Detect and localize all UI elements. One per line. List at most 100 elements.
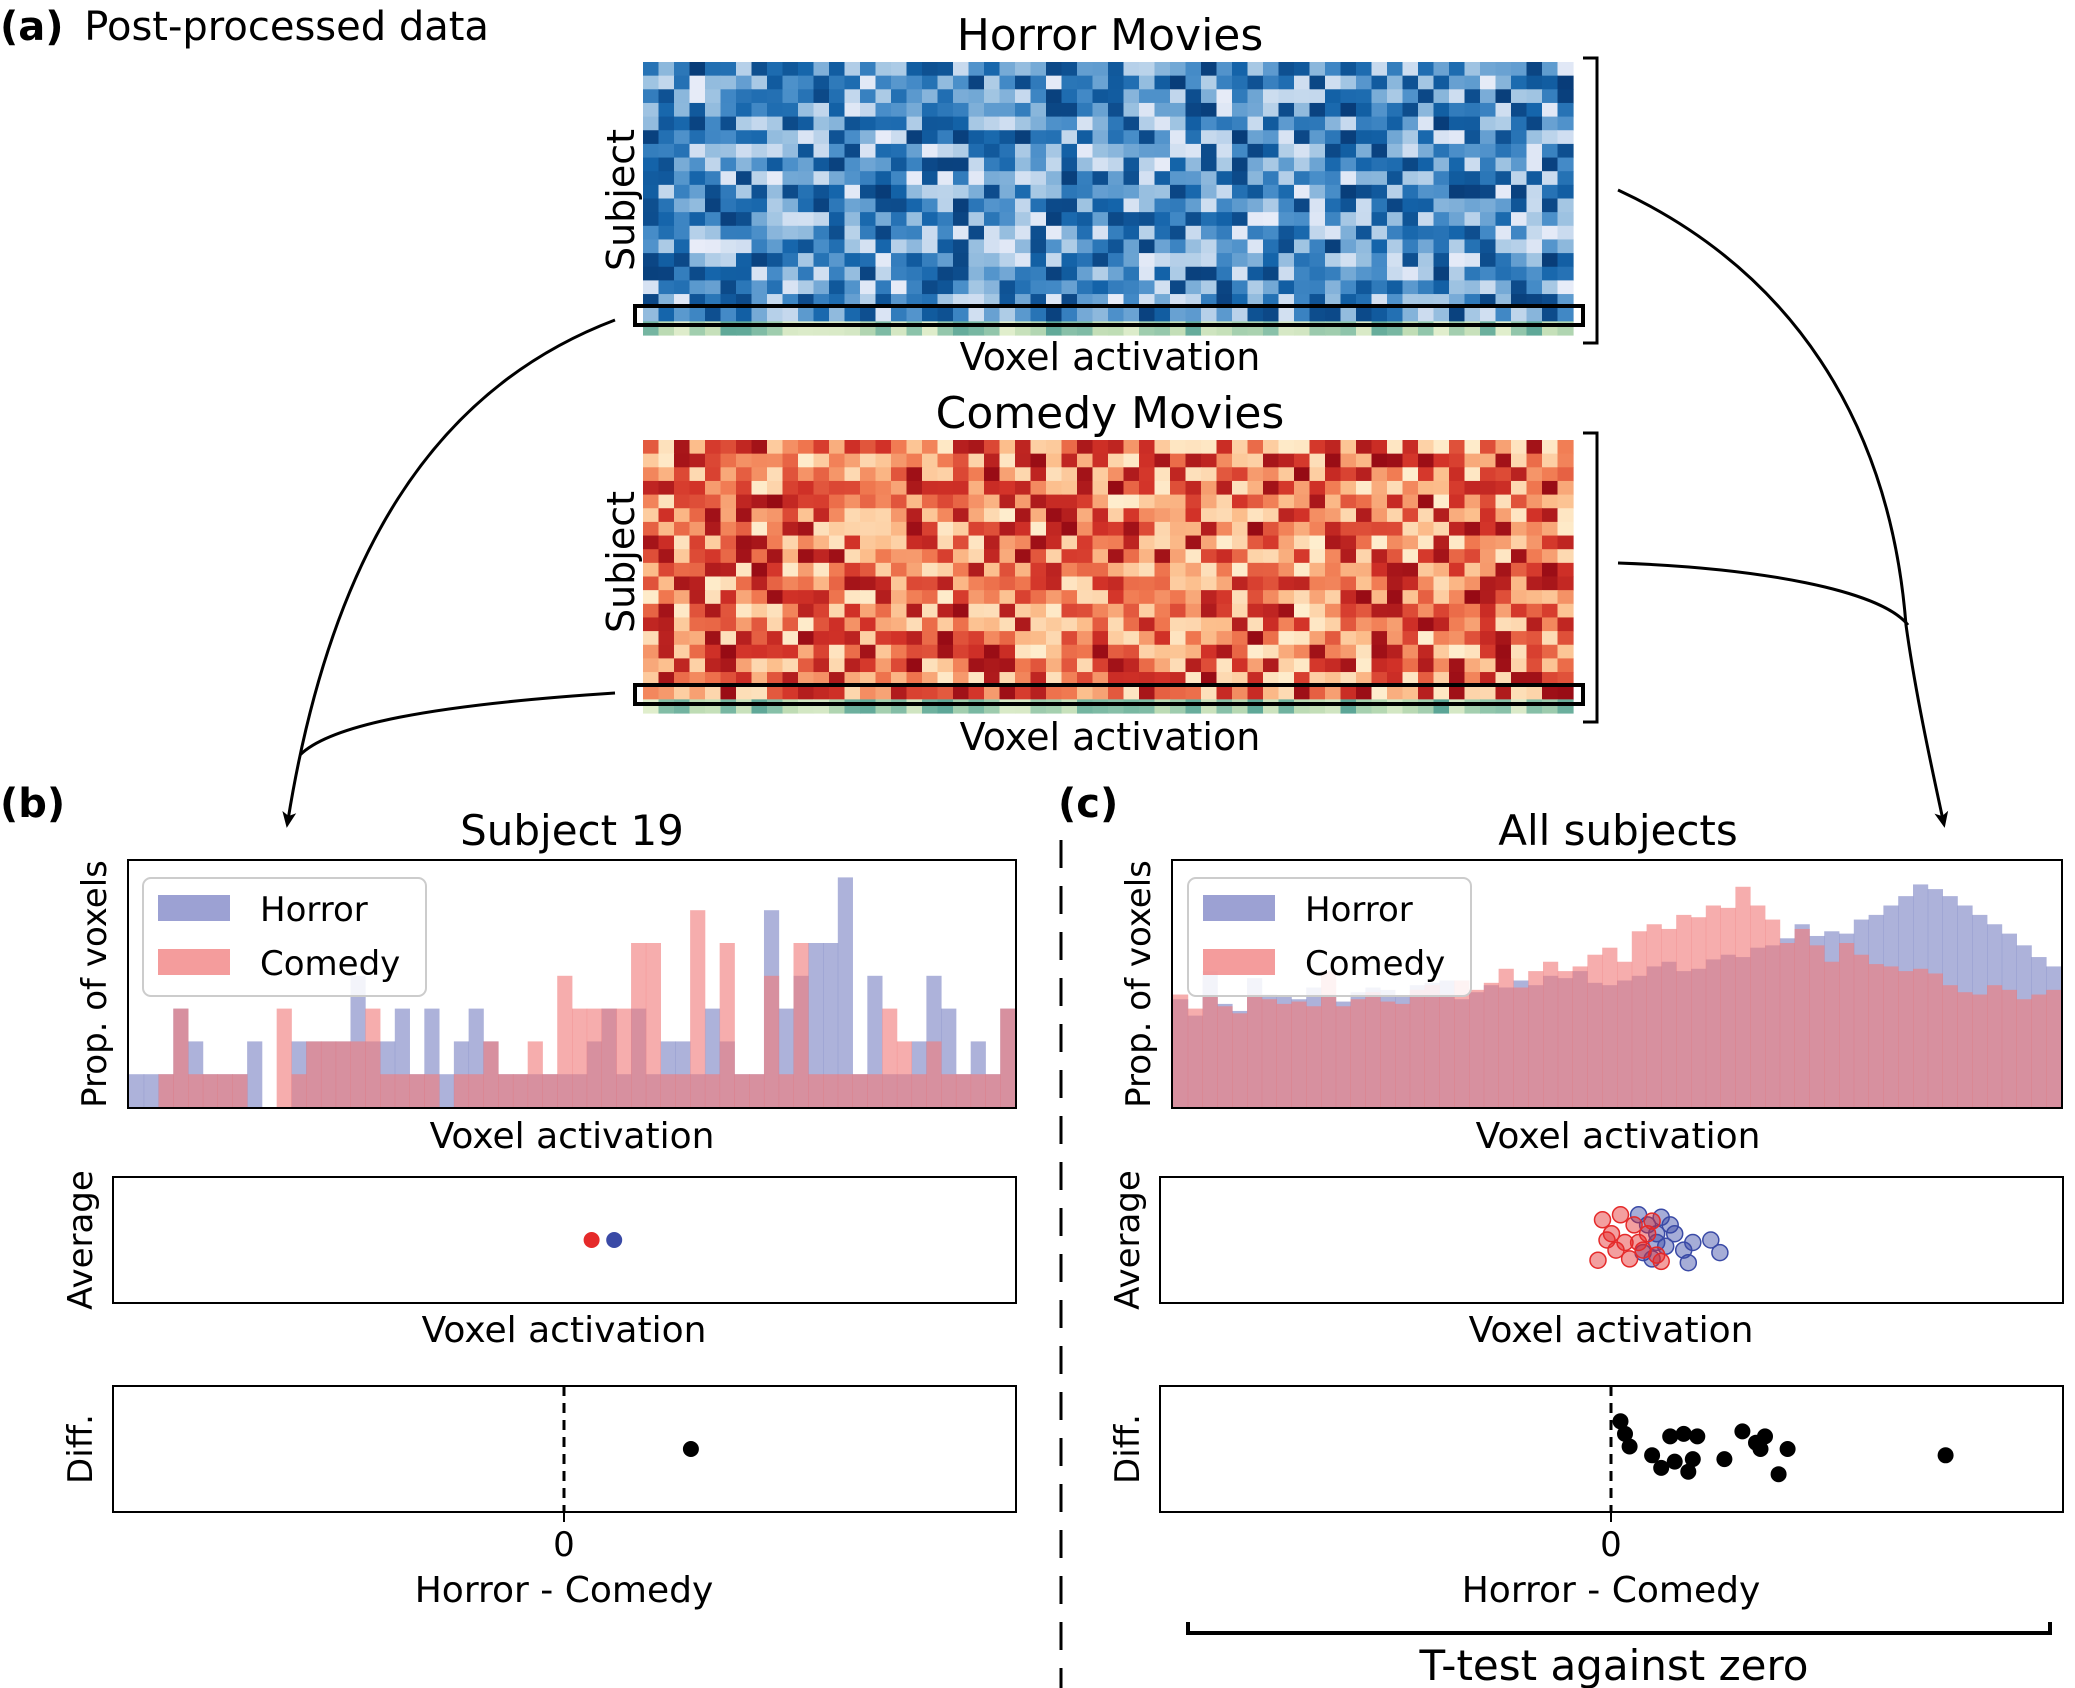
heatmap-cell [1185, 494, 1202, 509]
heatmap-cell [1061, 266, 1078, 281]
heatmap-cell [1108, 266, 1125, 281]
heatmap-cell [736, 562, 753, 578]
heatmap-cell [658, 549, 675, 564]
heatmap-cell [1123, 480, 1140, 496]
histogram-bar-comedy [1232, 1013, 1248, 1107]
heatmap-cell [1325, 617, 1342, 632]
heatmap-cell [1325, 157, 1342, 172]
heatmap-cell [674, 198, 691, 213]
histogram-bar-comedy [409, 1074, 425, 1107]
heatmap-cell [767, 266, 784, 281]
heatmap-cell [984, 62, 1001, 77]
heatmap-cell [1309, 266, 1326, 281]
heatmap-cell [1325, 130, 1342, 145]
heatmap-cell [1061, 658, 1078, 673]
heatmap-cell [1201, 480, 1218, 496]
heatmap-cell [1278, 576, 1295, 591]
heatmap-cell [1294, 603, 1311, 619]
heatmap-cell [1480, 685, 1497, 700]
heatmap-cell [1526, 266, 1543, 281]
heatmap-cell [1046, 102, 1063, 118]
heatmap-cell [999, 266, 1016, 281]
heatmap-cell [953, 453, 970, 468]
heatmap-cell [1325, 62, 1342, 77]
heatmap-cell [1232, 521, 1249, 537]
heatmap-cell [953, 590, 970, 605]
heatmap-cell [1526, 184, 1543, 200]
heatmap-cell [1015, 644, 1032, 659]
histogram-bar-comedy [335, 1041, 351, 1107]
heatmap-cell [1263, 143, 1280, 159]
heatmap-cell [1449, 440, 1466, 455]
heatmap-cell [1015, 576, 1032, 591]
heatmap-cell [767, 672, 784, 687]
heatmap-cell [1077, 130, 1094, 145]
heatmap-cell [875, 494, 892, 509]
heatmap-cell [1154, 549, 1171, 564]
heatmap-cell [1526, 130, 1543, 145]
heatmap-cell [937, 699, 954, 714]
heatmap-cell [1108, 576, 1125, 591]
heatmap-cell [1480, 562, 1497, 578]
heatmap-cell [999, 576, 1016, 591]
heatmap-cell [875, 239, 892, 254]
heatmap-cell [984, 658, 1001, 673]
heatmap-cell [767, 212, 784, 227]
heatmap-cell [922, 658, 939, 673]
heatmap-cell [751, 225, 768, 241]
heatmap-cell [751, 685, 768, 700]
heatmap-cell [906, 603, 923, 619]
heatmap-cell [891, 102, 908, 118]
heatmap-cell [1557, 549, 1574, 564]
heatmap-cell [875, 508, 892, 523]
heatmap-cell [1418, 521, 1435, 537]
heatmap-cell [1263, 576, 1280, 591]
heatmap-cell [984, 440, 1001, 455]
heatmap-cell [813, 631, 830, 646]
heatmap-cell [1139, 440, 1156, 455]
histogram-bar-comedy [2016, 999, 2032, 1107]
heatmap-cell [1433, 562, 1450, 578]
heatmap-cell [1278, 225, 1295, 241]
heatmap-cell [844, 535, 861, 550]
heatmap-cell [1232, 266, 1249, 281]
heatmap-cell [751, 521, 768, 537]
heatmap-cell [1325, 239, 1342, 254]
subject-histogram-ylabel: Prop. of voxels [75, 860, 115, 1108]
heatmap-cell [1139, 617, 1156, 632]
heatmap-cell [767, 157, 784, 172]
heatmap-cell [1356, 184, 1373, 200]
heatmap-cell [1402, 590, 1419, 605]
heatmap-cell [689, 253, 706, 268]
heatmap-cell [1030, 62, 1047, 77]
heatmap-cell [1232, 549, 1249, 564]
heatmap-cell [1511, 184, 1528, 200]
heatmap-cell [1387, 658, 1404, 673]
heatmap-cell [705, 453, 722, 468]
heatmap-cell [1557, 239, 1574, 254]
heatmap-cell [1046, 521, 1063, 537]
heatmap-cell [891, 239, 908, 254]
heatmap-cell [1046, 672, 1063, 687]
heatmap-cell [1557, 685, 1574, 700]
heatmap-cell [736, 480, 753, 496]
heatmap-cell [1216, 89, 1233, 104]
heatmap-cell [1542, 562, 1559, 578]
horror-heatmap [643, 62, 1574, 336]
heatmap-cell [1371, 440, 1388, 455]
heatmap-cell [1387, 685, 1404, 700]
heatmap-cell [1201, 157, 1218, 172]
heatmap-cell [689, 266, 706, 281]
heatmap-cell [1309, 184, 1326, 200]
heatmap-cell [1433, 212, 1450, 227]
heatmap-cell [1356, 116, 1373, 131]
heatmap-cell [891, 266, 908, 281]
heatmap-cell [813, 699, 830, 714]
heatmap-cell [705, 699, 722, 714]
heatmap-cell [1216, 467, 1233, 482]
heatmap-cell [1108, 603, 1125, 619]
heatmap-cell [1356, 494, 1373, 509]
heatmap-cell [643, 225, 660, 241]
heatmap-cell [720, 266, 737, 281]
heatmap-cell [1015, 253, 1032, 268]
